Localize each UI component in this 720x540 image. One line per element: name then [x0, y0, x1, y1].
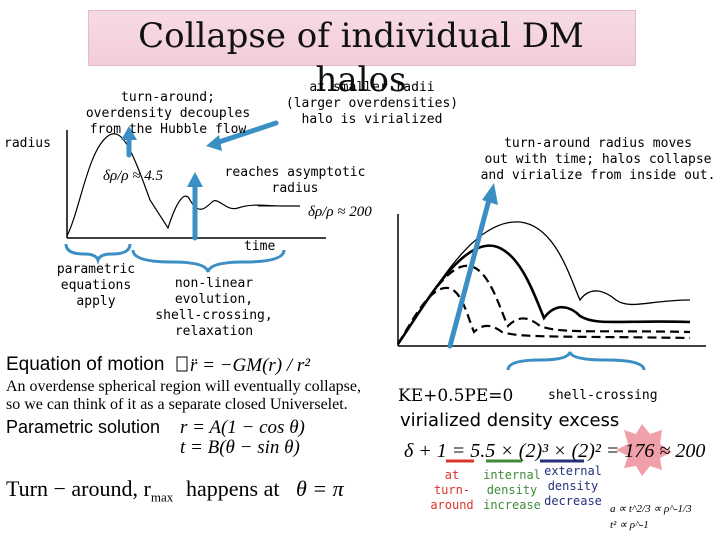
turnaround-prefix: Turn − around, r [6, 476, 151, 501]
parametric-label: parametric equations apply [56, 262, 136, 309]
cursor-box [176, 356, 188, 372]
virialized-density-label: virialized density excess [400, 410, 620, 431]
collapse-explanation: An overdense spherical region will event… [6, 378, 361, 413]
scaling-relation-1: a ∝ t^2/3 ∝ ρ^-1/3 [610, 503, 692, 515]
parametric-t-equation: t = B(θ − sin θ) [180, 437, 300, 458]
arrow-head-2 [187, 172, 203, 187]
parametric-solution-label: Parametric solution [6, 417, 161, 437]
burst-shape [616, 424, 672, 476]
blue-arrow-right [447, 193, 493, 349]
halo-curve-2 [396, 244, 691, 345]
asymptotic-overdensity: δρ/ρ ≈ 200 [308, 204, 372, 220]
radius-curve [66, 133, 300, 237]
turnaround-text: Turn − around, rmax [6, 476, 173, 505]
right-plot-axes [397, 214, 706, 347]
braces-left [64, 243, 286, 273]
parametric-r-equation: r = A(1 − cos θ) [180, 417, 305, 438]
asymptotic-label: reaches asymptotic radius [224, 165, 366, 196]
page-title: Collapse of individual DM halos [138, 16, 584, 100]
arrow-head-1 [121, 126, 137, 140]
halo-curve-1 [397, 221, 691, 345]
nonlinear-label: non-linear evolution, shell-crossing, re… [155, 276, 273, 339]
internal-density-note: internal density increase [483, 468, 541, 512]
equation-of-motion: r̈ = −GM(r) / r² [190, 355, 311, 376]
blue-arrows-left [126, 120, 279, 241]
blue-arrow-right-head [482, 183, 498, 205]
halo-curve-3 [397, 264, 691, 345]
rmax-subscript: max [150, 489, 174, 505]
time-axis-label: time [244, 239, 276, 254]
radius-axis-label: radius [4, 136, 51, 151]
theta-equals-pi: θ = π [296, 476, 344, 501]
title-banner [88, 10, 636, 66]
shell-crossing-brace [506, 351, 646, 371]
turnaround-overdensity: δρ/ρ ≈ 4.5 [103, 168, 164, 184]
shell-crossing-label: shell-crossing [548, 388, 658, 403]
turnaround-label: turn-around; overdensity decouples from … [85, 90, 251, 137]
happens-at-text: happens at [186, 476, 280, 501]
equation-of-motion-label: Equation of motion [6, 354, 165, 375]
turnaround-moves-label: turn-around radius moves out with time; … [480, 136, 716, 183]
turnaround-note: at turn- around [430, 468, 474, 512]
virial-condition: KE+0.5PE=0 [398, 386, 514, 406]
halo-curve-4 [397, 286, 691, 345]
scaling-relation-2: t² ∝ ρ^-1 [610, 519, 649, 531]
smaller-radii-label: at smaller radii (larger overdensities) … [285, 80, 459, 127]
external-density-note: external density decrease [544, 464, 602, 508]
virial-density-equation: δ + 1 = 5.5 × (2)³ × (2)² = 176 ≈ 200 [404, 440, 706, 462]
arrow-head-3 [206, 135, 222, 151]
